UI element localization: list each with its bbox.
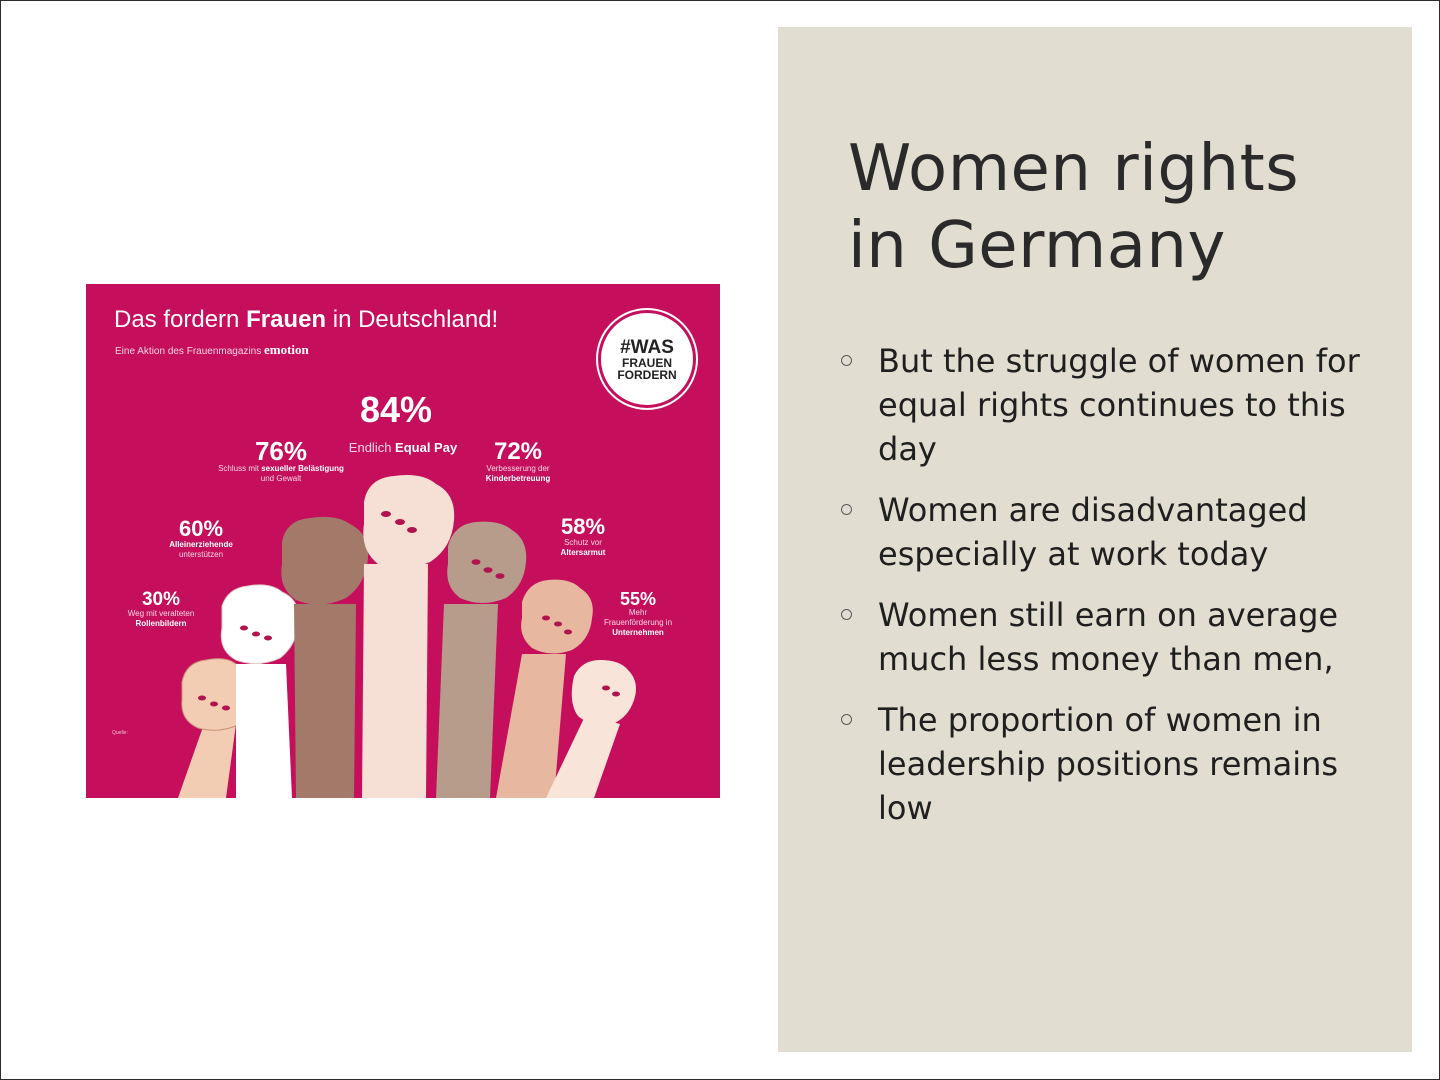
arm-5 xyxy=(436,604,498,798)
circle-bullet-icon xyxy=(841,714,852,725)
bullet-item: But the struggle of women for equal righ… xyxy=(838,339,1398,471)
stat-label: Weg mit veralteten Rollenbildern xyxy=(127,609,195,628)
arm-3 xyxy=(294,604,356,798)
infographic-title: Das fordern Frauen in Deutschland! xyxy=(114,306,499,333)
stat-label: Schluss mit sexueller Belästigung und Ge… xyxy=(218,464,344,483)
stat-old-age-poverty: 58% Schutz vor Altersarmut xyxy=(538,516,628,558)
stat-percent: 76% xyxy=(254,436,308,466)
infographic-source: Quelle: xyxy=(112,730,128,736)
fist-5 xyxy=(447,521,527,603)
stat-percent: 58% xyxy=(560,514,606,539)
magazine-brand: emotion xyxy=(263,342,309,357)
raised-fists-illustration xyxy=(178,475,636,798)
circle-bullet-icon xyxy=(841,355,852,366)
arm-4 xyxy=(362,564,428,798)
stat-label: Alleinerziehende unterstützen xyxy=(169,540,233,559)
text-panel: Women rights in Germany But the struggle … xyxy=(778,27,1412,1052)
stat-childcare: 72% Verbesserung der Kinderbetreuung xyxy=(458,440,578,484)
stat-percent: 84% xyxy=(359,389,433,430)
stat-equal-pay: 84% Endlich Equal Pay xyxy=(326,389,466,456)
infographic-subtitle: Eine Aktion des Frauenmagazins emotion xyxy=(115,342,309,357)
slide-title: Women rights in Germany xyxy=(848,132,1300,283)
arm-2 xyxy=(236,664,292,798)
arm-1 xyxy=(178,724,236,798)
bullet-item: Women are disadvantaged especially at wo… xyxy=(838,488,1398,576)
arm-7 xyxy=(546,714,620,798)
stat-promotion-of-women: 55% Mehr Frauenförderung in Unternehmen xyxy=(598,590,678,638)
fist-2 xyxy=(220,584,299,664)
stat-single-parents: 60% Alleinerziehende unterstützen xyxy=(146,518,256,560)
circle-bullet-icon xyxy=(841,609,852,620)
infographic-image: Das fordern Frauen in Deutschland! Eine … xyxy=(86,284,720,798)
fist-3 xyxy=(281,516,369,605)
stat-role-models: 30% Weg mit veralteten Rollenbildern xyxy=(126,590,196,629)
stat-percent: 30% xyxy=(141,589,181,610)
stat-percent: 55% xyxy=(619,589,657,609)
hashtag-badge: #WAS FRAUEN FORDERN xyxy=(598,310,696,408)
nail-marks xyxy=(198,511,620,711)
stat-label: Verbesserung der Kinderbetreuung xyxy=(485,464,551,483)
bullet-item: The proportion of women in leadership po… xyxy=(838,698,1398,830)
fist-6 xyxy=(521,579,593,654)
fist-7 xyxy=(571,660,636,725)
stat-label: Schutz vor Altersarmut xyxy=(560,538,606,557)
arm-6 xyxy=(496,654,566,798)
stat-label: Mehr Frauenförderung in Unternehmen xyxy=(603,608,673,637)
stat-harassment: 76% Schluss mit sexueller Belästigung un… xyxy=(216,438,346,484)
bullet-item: Women still earn on average much less mo… xyxy=(838,593,1398,681)
stat-label: Endlich Equal Pay xyxy=(348,440,458,455)
stat-percent: 72% xyxy=(493,438,543,465)
fist-4 xyxy=(363,475,455,569)
stat-percent: 60% xyxy=(178,516,224,541)
circle-bullet-icon xyxy=(841,504,852,515)
bullet-list: But the struggle of women for equal righ… xyxy=(838,339,1398,847)
